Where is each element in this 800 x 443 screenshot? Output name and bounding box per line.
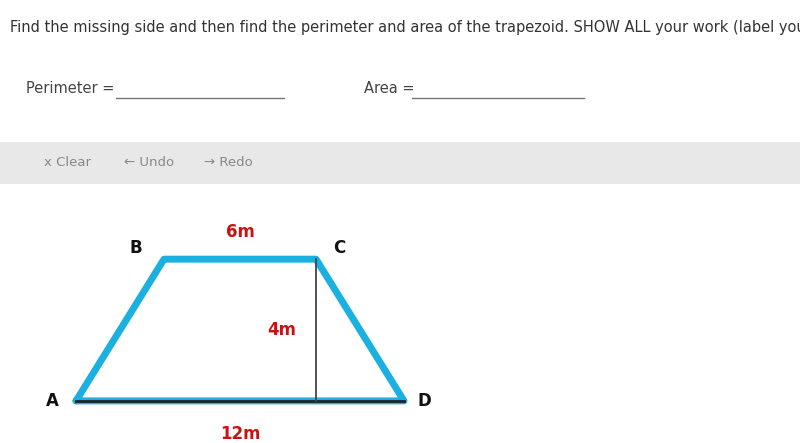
Text: 4m: 4m (267, 321, 296, 339)
Text: B: B (130, 239, 142, 257)
FancyBboxPatch shape (0, 142, 800, 184)
Text: → Redo: → Redo (204, 156, 253, 169)
Text: A: A (46, 392, 58, 410)
Text: Perimeter =: Perimeter = (26, 81, 118, 96)
Text: ← Undo: ← Undo (124, 156, 174, 169)
FancyBboxPatch shape (0, 184, 800, 443)
Text: Find the missing side and then find the perimeter and area of the trapezoid. SHO: Find the missing side and then find the … (10, 20, 800, 35)
Text: C: C (334, 239, 346, 257)
Text: x Clear: x Clear (44, 156, 91, 169)
Text: 6m: 6m (226, 223, 254, 241)
Text: 12m: 12m (220, 425, 260, 443)
Text: D: D (418, 392, 431, 410)
Text: Area =: Area = (364, 81, 419, 96)
